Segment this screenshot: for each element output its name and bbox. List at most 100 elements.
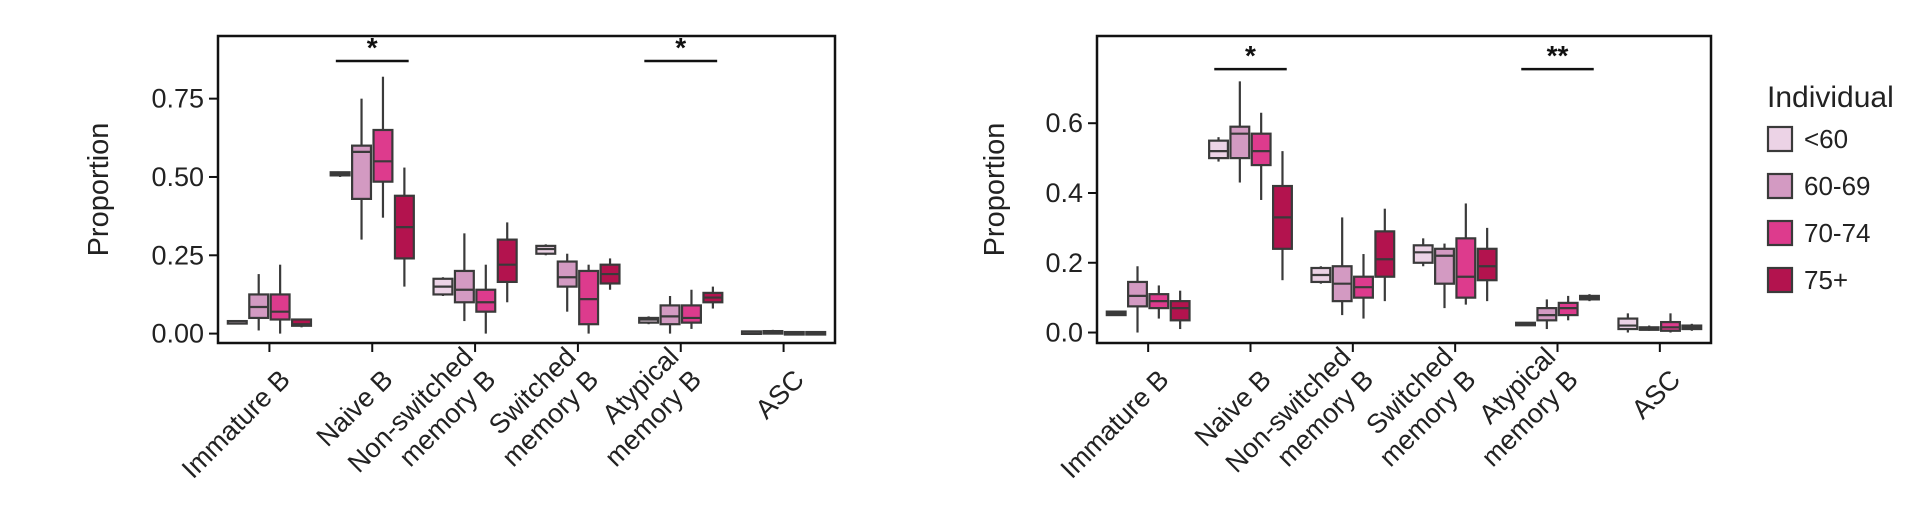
significance-label: * xyxy=(367,32,378,63)
y-tick-label: 0.25 xyxy=(151,240,204,270)
box-1-3 xyxy=(393,167,415,287)
box-1-1 xyxy=(1229,81,1251,183)
legend-label: 60-69 xyxy=(1804,171,1871,201)
box-body xyxy=(1434,247,1455,285)
box-body xyxy=(351,144,373,200)
x-category-label: Switchedmemory B xyxy=(1351,342,1482,473)
box-4-2 xyxy=(680,289,702,329)
box-body xyxy=(556,260,578,288)
box-0-0 xyxy=(226,319,248,325)
box-3-1 xyxy=(1434,243,1455,309)
box-body xyxy=(680,304,702,324)
box-body xyxy=(659,304,681,326)
box-2-0 xyxy=(1310,266,1332,284)
box-4-1 xyxy=(659,296,681,334)
box-4-3 xyxy=(1578,294,1600,302)
legend-label: 75+ xyxy=(1804,265,1848,295)
y-tick-label: 0.6 xyxy=(1045,108,1083,138)
x-category-label: Atypicalmemory B xyxy=(576,342,707,473)
box-4-3 xyxy=(702,286,724,309)
legend-title: Individual xyxy=(1767,81,1894,114)
x-category-label-line: Immature B xyxy=(1055,364,1175,484)
box-body xyxy=(1617,317,1639,331)
box-3-1 xyxy=(556,253,578,312)
x-category-label: Non-switchedmemory B xyxy=(342,342,502,502)
x-category-label-line: ASC xyxy=(1626,364,1686,424)
box-body xyxy=(496,238,518,284)
box-1-1 xyxy=(351,98,373,240)
box-1-2 xyxy=(372,76,394,218)
box-3-3 xyxy=(599,258,621,290)
box-body xyxy=(1250,132,1272,167)
y-tick-label: 0.75 xyxy=(151,84,204,114)
legend: Individual <60 60-69 70-74 75+ xyxy=(1766,81,1894,295)
box-0-1 xyxy=(248,274,270,331)
box-2-3 xyxy=(1374,208,1396,302)
box-body xyxy=(1412,244,1434,264)
box-1-3 xyxy=(1271,151,1293,281)
box-3-0 xyxy=(535,244,557,256)
box-3-2 xyxy=(578,264,600,334)
box-body xyxy=(578,269,600,326)
box-3-2 xyxy=(1455,203,1477,305)
box-0-2 xyxy=(269,264,291,334)
y-tick-label: 0.0 xyxy=(1045,318,1083,348)
box-body xyxy=(475,288,497,313)
box-body xyxy=(1169,300,1191,322)
box-body xyxy=(291,318,313,327)
x-category-label-line: Immature B xyxy=(176,364,296,484)
box-2-2 xyxy=(1353,254,1374,319)
box-0-3 xyxy=(1169,290,1191,330)
x-category-label: Immature B xyxy=(1055,364,1175,484)
x-category-label-line: ASC xyxy=(749,364,809,424)
box-4-0 xyxy=(638,316,660,325)
box-4-0 xyxy=(1515,321,1537,327)
legend-label: 70-74 xyxy=(1804,218,1871,248)
significance-label: * xyxy=(675,32,686,63)
box-0-3 xyxy=(291,318,313,328)
box-0-0 xyxy=(1105,310,1127,317)
box-2-0 xyxy=(432,277,454,297)
x-category-label: Atypicalmemory B xyxy=(1453,342,1584,473)
y-axis-label: Proportion xyxy=(83,123,115,257)
x-category-label: Switchedmemory B xyxy=(473,342,604,473)
box-body xyxy=(269,293,291,321)
box-5-2 xyxy=(1660,313,1681,333)
significance-label: * xyxy=(1245,40,1256,71)
box-body xyxy=(1229,125,1251,160)
box-2-1 xyxy=(1331,217,1353,316)
box-5-3 xyxy=(805,330,827,336)
legend-entry: 60-69 xyxy=(1766,171,1871,201)
y-tick-label: 0.4 xyxy=(1045,178,1083,208)
y-axis-label: Proportion xyxy=(979,123,1011,257)
x-category-label: Non-switchedmemory B xyxy=(1220,342,1380,502)
box-2-3 xyxy=(496,222,518,303)
x-category-label: ASC xyxy=(1626,364,1686,424)
box-5-0 xyxy=(740,330,762,336)
box-3-3 xyxy=(1476,227,1498,302)
box-body xyxy=(453,269,475,304)
box-body xyxy=(372,128,394,183)
legend-entry: <60 xyxy=(1766,124,1848,154)
box-2-1 xyxy=(453,233,475,322)
box-0-2 xyxy=(1148,285,1170,319)
box-2-2 xyxy=(475,264,497,334)
plot-frame xyxy=(216,34,837,345)
legend-swatch xyxy=(1766,219,1794,247)
legend-label: <60 xyxy=(1804,124,1848,154)
box-1-2 xyxy=(1250,112,1272,200)
box-body xyxy=(1455,237,1477,299)
significance-label: ** xyxy=(1547,40,1569,71)
box-4-1 xyxy=(1536,299,1558,330)
box-body xyxy=(1127,280,1148,308)
box-0-1 xyxy=(1127,266,1148,333)
legend-entry: 75+ xyxy=(1766,265,1848,295)
box-5-0 xyxy=(1617,313,1639,333)
x-category-label: Immature B xyxy=(176,364,296,484)
y-tick-label: 0.50 xyxy=(151,162,204,192)
box-5-2 xyxy=(783,330,805,336)
legend-swatch xyxy=(1766,125,1794,153)
